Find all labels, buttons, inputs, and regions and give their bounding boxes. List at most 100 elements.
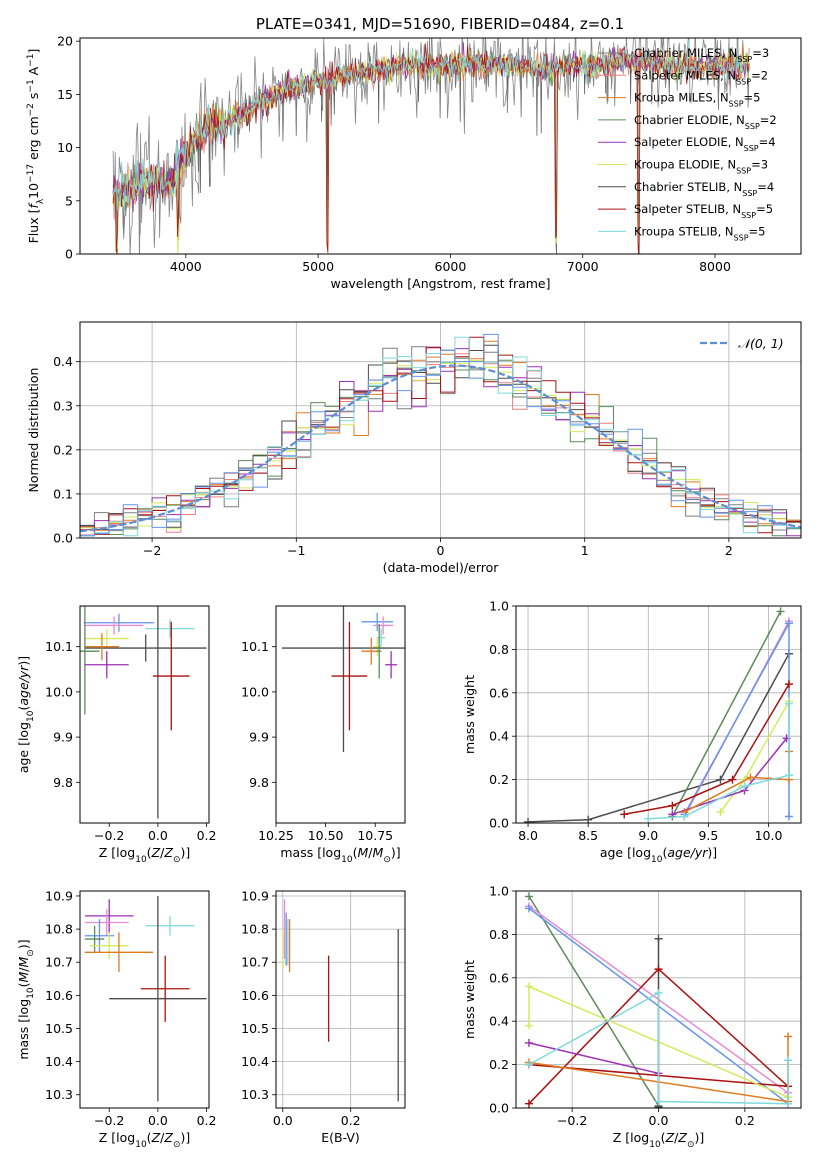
data-point <box>153 621 190 731</box>
weight-marker <box>524 1099 533 1108</box>
x-tick-label: 0.0 <box>148 828 168 843</box>
plot-area <box>524 607 793 823</box>
legend-label: 𝒩(0, 1) <box>738 336 784 351</box>
weight-series-line <box>528 991 789 1105</box>
weight-marker <box>524 1038 533 1047</box>
weight-marker <box>776 607 785 616</box>
legend: 𝒩(0, 1) <box>700 336 784 351</box>
y-tick-label: 0.2 <box>53 442 73 457</box>
data-point <box>361 612 394 631</box>
axes-frame <box>79 37 802 255</box>
x-tick-label: 9.0 <box>638 828 658 843</box>
weight-marker <box>584 815 593 823</box>
x-tick-label: 0.2 <box>341 1113 361 1128</box>
x-axis-label: mass [log10(M/M⊙)] <box>280 845 400 865</box>
data-point <box>109 895 207 1102</box>
y-tick-label: 10.6 <box>241 988 269 1003</box>
axes-frame <box>275 890 406 1109</box>
legend: Chabrier MILES, NSSP=3 Salpeter MILES, NS… <box>598 46 777 242</box>
data-point <box>281 606 405 753</box>
y-tick-label: 1.0 <box>489 599 509 614</box>
y-tick-label: 9.9 <box>53 730 73 745</box>
weight-marker <box>524 1021 533 1030</box>
y-tick-label: 10.8 <box>241 922 269 937</box>
legend-label: Salpeter STELIB, NSSP=5 <box>634 202 773 220</box>
y-tick-label: 10.7 <box>241 955 269 970</box>
ticks: −0.2 0.0 0.2 0.0 0.2 0.4 0.6 0.8 1.0 <box>489 884 755 1129</box>
weight-marker <box>716 775 725 784</box>
x-tick-label: 10.25 <box>258 828 294 843</box>
y-tick-label: 0.6 <box>489 685 509 700</box>
weight-series-line <box>624 683 790 816</box>
weight-marker <box>524 1060 533 1069</box>
y-tick-label: 15 <box>57 87 73 102</box>
x-tick-label: 10.50 <box>308 828 344 843</box>
weight-marker <box>620 810 629 819</box>
y-tick-label: 10.5 <box>45 1021 73 1036</box>
panel-spectrum: 4000 5000 6000 7000 8000 0 5 10 15 20 wavelength [… <box>26 34 802 291</box>
x-tick-label: −0.2 <box>94 828 124 843</box>
x-tick-label: 1 <box>581 543 589 558</box>
ticks: −0.2 0.0 0.2 10.3 10.4 10.5 10.6 10.7 10.8 10.9 <box>45 888 216 1128</box>
weight-marker <box>784 1032 793 1041</box>
y-tick-label: 10.1 <box>45 639 73 654</box>
y-tick-label: 0.1 <box>53 486 73 501</box>
y-tick-label: 0.2 <box>489 772 509 787</box>
weight-marker <box>784 812 793 821</box>
ticks: −0.2 0.0 0.2 9.8 9.9 10.0 10.1 <box>45 639 216 843</box>
panel-residuals: −2 −1 0 1 2 0.0 0.1 0.2 0.3 0.4 (data-model)/error… <box>26 321 802 575</box>
ticks: 10.25 10.50 10.75 9.8 9.9 10.0 10.1 <box>241 639 393 843</box>
figure-title: PLATE=0341, MJD=51690, FIBERID=0484, z=0… <box>256 15 624 33</box>
legend-label: Kroupa ELODIE, NSSP=3 <box>634 158 768 176</box>
legend-label: Salpeter MILES, NSSP=2 <box>634 68 768 86</box>
x-tick-label: 8.0 <box>518 828 538 843</box>
ticks: 8.0 8.5 9.0 9.5 10.0 0.0 0.2 0.4 0.6 0.8 1.0 <box>489 599 782 844</box>
x-tick-label: 10.0 <box>755 828 783 843</box>
y-tick-label: 10.9 <box>45 888 73 903</box>
y-tick-label: 0.0 <box>53 531 73 546</box>
weight-marker <box>784 1099 793 1108</box>
axes-frame <box>79 605 210 824</box>
weight-series-line <box>672 737 788 816</box>
data-point <box>377 628 386 647</box>
y-tick-label: 0.0 <box>489 816 509 831</box>
weight-series-line <box>684 751 790 813</box>
x-tick-label: 0.0 <box>148 1113 168 1128</box>
data-point <box>84 633 119 661</box>
weight-marker <box>784 771 793 780</box>
weight-marker <box>654 934 663 943</box>
y-tick-label: 0.0 <box>489 1101 509 1116</box>
weight-marker <box>784 619 793 628</box>
x-tick-label: 0.2 <box>197 828 217 843</box>
y-tick-label: 9.9 <box>249 730 269 745</box>
x-tick-label: 7000 <box>567 259 599 274</box>
weight-series-line <box>671 611 782 817</box>
data-point <box>84 909 129 936</box>
ticks: 4000 5000 6000 7000 8000 0 5 10 15 20 <box>57 34 731 274</box>
weight-marker <box>668 801 677 810</box>
axes-frame <box>515 605 802 824</box>
data-point <box>84 899 134 933</box>
panel-age-vs-Z: −0.2 0.0 0.2 9.8 9.9 10.0 10.1 Z [log10(Z/Z⊙)] a… <box>16 605 217 865</box>
plot-area <box>80 333 801 538</box>
y-tick-label: 10.3 <box>45 1087 73 1102</box>
x-axis-label: Z [log10(Z/Z⊙)] <box>99 1130 191 1150</box>
axes-frame <box>515 890 802 1109</box>
weight-marker <box>784 699 793 708</box>
plot-area <box>282 899 399 1102</box>
legend-label: Chabrier MILES, NSSP=3 <box>634 46 769 64</box>
y-tick-label: 10.3 <box>241 1087 269 1102</box>
data-point <box>84 651 129 679</box>
y-tick-label: 10.7 <box>45 955 73 970</box>
weight-marker <box>784 1056 793 1065</box>
y-tick-label: 10.4 <box>241 1054 269 1069</box>
data-point <box>84 932 154 973</box>
plot-area <box>524 892 793 1108</box>
y-tick-label: 0 <box>65 247 73 262</box>
x-axis-label: wavelength [Angstrom, rest frame] <box>330 276 550 291</box>
y-axis-label: Flux [fλ10−17 erg cm−2 s−1 A−1] <box>26 49 46 244</box>
x-axis-label: age [log10(age/yr)] <box>600 845 717 865</box>
weight-marker <box>746 773 755 782</box>
axes-frame <box>79 321 802 539</box>
